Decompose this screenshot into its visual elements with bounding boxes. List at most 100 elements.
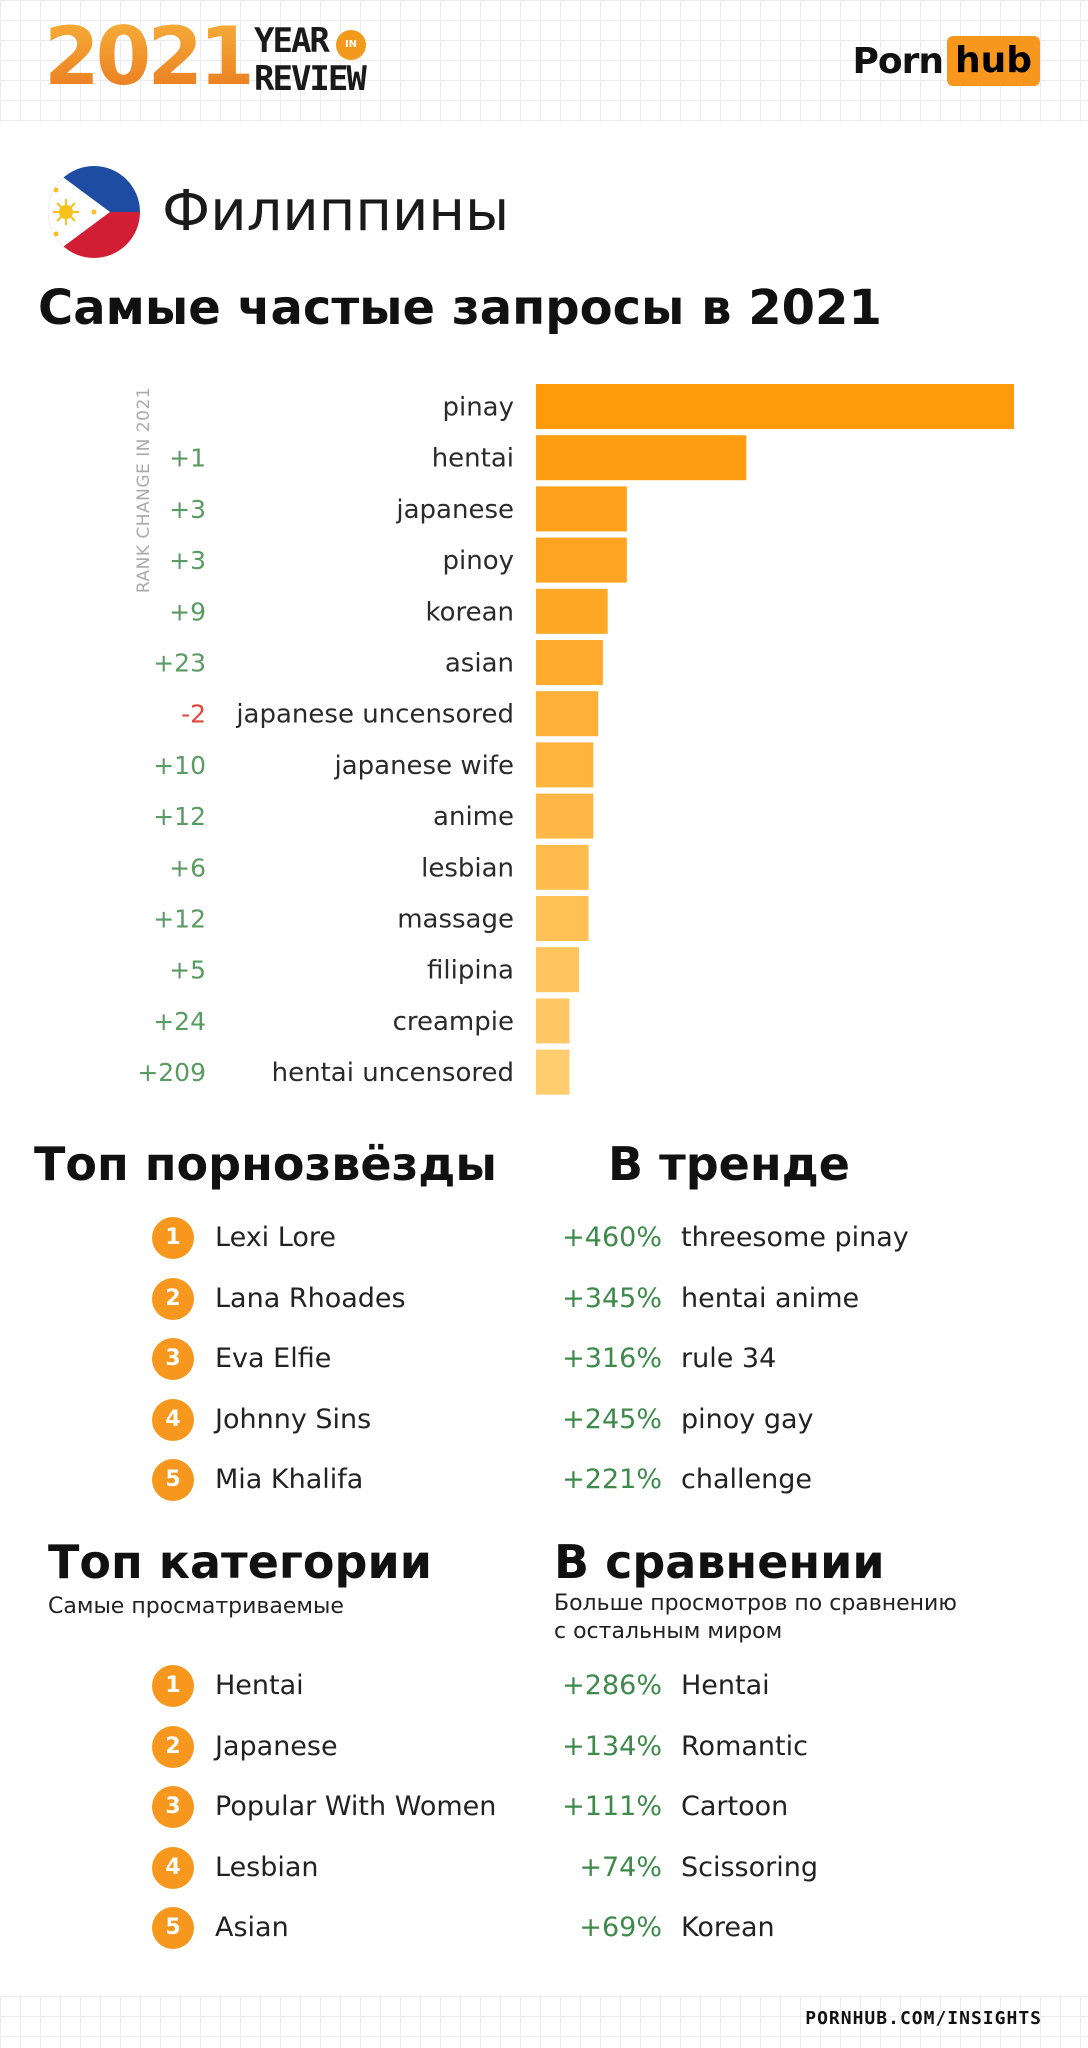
rank-change-pinoy: +3 [169, 546, 206, 575]
brand-logo: Porn hub [852, 36, 1040, 86]
pornstars-item: Lexi Lore [215, 1222, 336, 1253]
bar-asian [536, 640, 603, 685]
year-in-review-logo: YEAR REVIEW [254, 21, 367, 99]
brand-logo-porn: Porn [852, 40, 943, 82]
bar-anime [536, 793, 594, 839]
pornstars-item: Lana Rhoades [215, 1282, 406, 1314]
categories-item: Lesbian [215, 1851, 319, 1883]
rank-change-japanese: +3 [169, 495, 206, 524]
comparison-percent: +74% [579, 1851, 662, 1883]
categories-title: Топ категории [48, 1535, 432, 1589]
rank-change-asian: +23 [153, 649, 206, 678]
trending-percent: +245% [562, 1403, 662, 1435]
year-word: YEAR [254, 21, 330, 61]
comparison-item: Hentai [681, 1670, 770, 1701]
trending-percent: +345% [562, 1282, 662, 1314]
categories-item: Japanese [215, 1730, 338, 1762]
rank-badge-2: 2 [152, 1277, 194, 1320]
bar-pinoy [536, 537, 627, 583]
comparison-item: Korean [681, 1912, 775, 1944]
bar-creampie [536, 998, 570, 1044]
bar-filipina [536, 947, 580, 993]
brand-logo-hub: hub [946, 36, 1040, 86]
pornstars-item: Mia Khalifa [215, 1464, 364, 1496]
pornstars-title: Топ порнозвёзды [34, 1137, 497, 1191]
page-title: Самые частые запросы в 2021 [38, 280, 882, 336]
rank-change-creampie: +24 [153, 1007, 206, 1036]
rank-change-korean: +9 [169, 597, 206, 626]
bar-label-japanese-uncensored: japanese uncensored [235, 700, 514, 730]
year-logo: 2021 [44, 10, 255, 103]
rank-badge-1: 1 [152, 1665, 194, 1707]
country-name: Филиппины [162, 179, 510, 244]
trending-item: rule 34 [681, 1343, 777, 1375]
in-badge: IN [336, 30, 366, 60]
bar-label-japanese-wife: japanese wife [333, 751, 514, 781]
rank-change-hentai: +1 [169, 444, 206, 473]
top-searches-bar-chart: pinay hentai +1 japanese +3 pinoy +3 korean +9 as… [137, 384, 1014, 1095]
trending-percent: +316% [562, 1343, 662, 1375]
bar-label-anime: anime [433, 802, 514, 832]
bar-label-filipina: filipina [427, 956, 514, 986]
comparison-percent: +134% [562, 1730, 662, 1762]
bar-label-pinoy: pinoy [443, 546, 515, 576]
bar-massage [536, 896, 589, 941]
bar-hentai-uncensored [536, 1049, 570, 1095]
comparison-percent: +286% [562, 1670, 662, 1701]
bar-label-lesbian: lesbian [421, 853, 514, 883]
bar-label-hentai: hentai [432, 444, 514, 474]
rank-change-filipina: +5 [169, 956, 206, 985]
rank-badge-3: 3 [152, 1786, 194, 1829]
bar-label-massage: massage [397, 905, 514, 935]
categories-item: Asian [215, 1912, 289, 1944]
rank-change-japanese-wife: +10 [153, 751, 206, 780]
comparison-title: В сравнении [554, 1535, 885, 1589]
comparison-item: Cartoon [681, 1791, 789, 1823]
rank-badge-1: 1 [152, 1217, 194, 1259]
bar-label-creampie: creampie [393, 1007, 514, 1037]
bar-japanese-wife [536, 742, 594, 788]
trending-item: threesome pinay [681, 1222, 909, 1253]
rank-badge-4: 4 [152, 1846, 194, 1889]
footer-url: PORNHUB.COM/INSIGHTS [805, 2008, 1042, 2029]
review-word: REVIEW [254, 59, 367, 99]
bar-korean [536, 588, 608, 634]
rank-change-anime: +12 [153, 802, 206, 831]
pornstars-item: Eva Elfie [215, 1343, 332, 1375]
categories-item: Hentai [215, 1670, 304, 1701]
trending-title: В тренде [608, 1137, 850, 1191]
categories-subtitle: Самые просматриваемые [48, 1594, 344, 1619]
trending-percent: +460% [562, 1222, 662, 1253]
comparison-percent: +69% [579, 1912, 662, 1944]
rank-change-massage: +12 [153, 905, 206, 934]
header-grid-background [0, 0, 1088, 122]
rank-badge-2: 2 [152, 1725, 194, 1768]
bar-label-korean: korean [425, 597, 514, 627]
comparison-subtitle-line2: с остальным миром [554, 1619, 783, 1644]
rank-change-lesbian: +6 [169, 853, 206, 882]
rank-badge-3: 3 [152, 1338, 194, 1381]
trending-item: challenge [681, 1464, 812, 1496]
comparison-item: Romantic [681, 1730, 808, 1762]
trending-item: pinoy gay [681, 1403, 814, 1435]
comparison-item: Scissoring [681, 1851, 818, 1883]
bar-label-asian: asian [445, 649, 514, 679]
rank-badge-5: 5 [152, 1459, 194, 1502]
bar-label-hentai-uncensored: hentai uncensored [272, 1058, 514, 1088]
rank-badge-4: 4 [152, 1398, 194, 1441]
comparison-percent: +111% [562, 1791, 662, 1823]
trending-percent: +221% [562, 1464, 662, 1496]
rank-change-japanese-uncensored: -2 [181, 700, 206, 729]
bar-japanese [536, 486, 627, 532]
trending-item: hentai anime [681, 1282, 860, 1314]
categories-item: Popular With Women [215, 1791, 497, 1823]
footer-grid-background [0, 1996, 1088, 2048]
bar-label-japanese: japanese [395, 495, 514, 525]
pornstars-item: Johnny Sins [215, 1403, 372, 1435]
philippines-flag-icon [48, 166, 140, 258]
bar-hentai [536, 435, 747, 481]
comparison-subtitle-line1: Больше просмотров по сравнению [554, 1591, 957, 1616]
rank-change-hentai-uncensored: +209 [137, 1058, 206, 1087]
bar-japanese-uncensored [536, 691, 599, 737]
rank-badge-5: 5 [152, 1907, 194, 1950]
